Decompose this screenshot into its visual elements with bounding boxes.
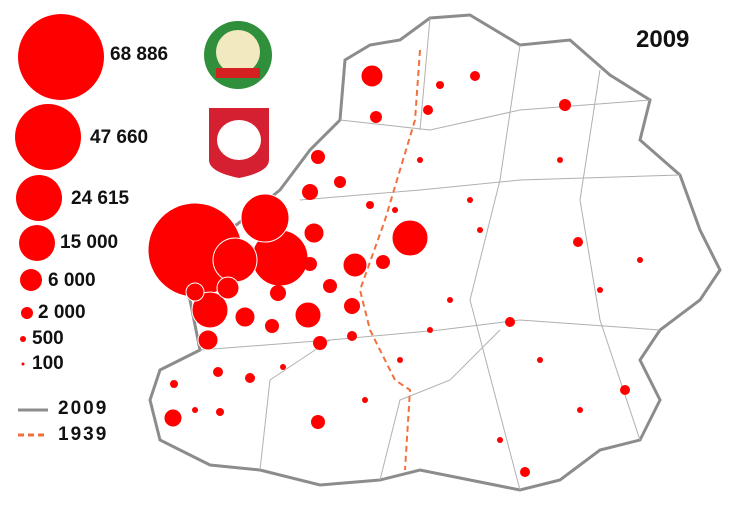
settlement-circle xyxy=(245,373,255,383)
settlement-circle xyxy=(362,397,368,403)
settlement-circle xyxy=(280,364,286,370)
settlement-circle xyxy=(311,415,325,429)
settlement-circle xyxy=(344,298,360,314)
settlement-circle xyxy=(303,222,325,244)
settlement-circle xyxy=(240,193,290,243)
settlement-circle xyxy=(391,219,429,257)
legend-circles xyxy=(15,14,104,366)
settlement-circle xyxy=(557,157,563,163)
settlement-circle xyxy=(303,257,317,271)
settlement-circle xyxy=(427,327,433,333)
settlement-circle xyxy=(397,357,403,363)
settlement-circle xyxy=(417,157,423,163)
legend-circle xyxy=(21,362,25,366)
legend-circle xyxy=(16,175,62,221)
settlement-circle xyxy=(470,71,480,81)
settlement-circle xyxy=(216,276,240,300)
emblem-belarus xyxy=(204,21,272,89)
legend-circle xyxy=(20,269,42,291)
region-borders xyxy=(199,17,681,491)
settlement-circle xyxy=(537,357,543,363)
settlement-circle xyxy=(163,408,183,428)
settlement-circle xyxy=(370,111,382,123)
legend-line-label: 1939 xyxy=(58,424,109,445)
settlement-circle xyxy=(170,380,178,388)
year-label: 2009 xyxy=(636,26,690,53)
settlement-circle xyxy=(376,255,390,269)
settlement-circle xyxy=(637,257,643,263)
settlement-circle xyxy=(313,336,327,350)
settlement-circle xyxy=(294,301,322,329)
settlement-circle xyxy=(197,329,219,351)
legend-line-label: 2009 xyxy=(58,398,109,419)
legend-size-label: 68 886 xyxy=(110,44,169,65)
settlement-circle xyxy=(447,297,453,303)
settlement-circle xyxy=(366,201,374,209)
settlement-circle xyxy=(191,291,229,329)
settlement-circle xyxy=(497,437,503,443)
settlement-circle xyxy=(192,407,198,413)
settlement-circle xyxy=(520,467,530,477)
settlement-circle xyxy=(347,331,357,341)
settlement-circle xyxy=(265,319,279,333)
settlement-circle xyxy=(270,285,286,301)
settlement-circle xyxy=(234,306,256,328)
settlement-circle xyxy=(559,99,571,111)
settlement-circle xyxy=(185,282,205,302)
legend-size-label: 6 000 xyxy=(48,270,96,291)
settlement-circle xyxy=(597,287,603,293)
settlement-circle xyxy=(213,367,223,377)
settlement-circle xyxy=(577,407,583,413)
settlement-circle xyxy=(212,237,258,283)
legend-size-label: 500 xyxy=(32,328,64,349)
settlement-circle xyxy=(302,184,318,200)
settlement-circle xyxy=(360,64,384,88)
settlement-circle xyxy=(334,176,346,188)
settlement-circle xyxy=(311,150,325,164)
settlement-circles xyxy=(147,64,643,477)
settlement-circle xyxy=(323,279,337,293)
settlement-circle xyxy=(467,197,473,203)
legend-size-label: 15 000 xyxy=(60,232,119,253)
legend-circle xyxy=(19,225,55,261)
settlement-circle xyxy=(392,207,398,213)
legend-circle xyxy=(20,336,26,342)
legend-circle xyxy=(21,307,33,319)
settlement-circle xyxy=(216,408,224,416)
settlement-circle xyxy=(505,317,515,327)
settlement-circle xyxy=(436,81,444,89)
legend-size-label: 100 xyxy=(32,353,64,374)
settlement-circle xyxy=(477,227,483,233)
settlement-circle xyxy=(342,252,368,278)
legend-circle xyxy=(18,14,104,100)
legend-size-label: 2 000 xyxy=(38,302,86,323)
emblem-poland xyxy=(209,108,269,178)
legend-size-label: 47 660 xyxy=(90,127,149,148)
settlement-circle xyxy=(423,105,433,115)
settlement-circle xyxy=(620,385,630,395)
legend-circle xyxy=(15,104,81,170)
settlement-circle xyxy=(573,237,583,247)
legend-size-label: 24 615 xyxy=(71,188,130,209)
